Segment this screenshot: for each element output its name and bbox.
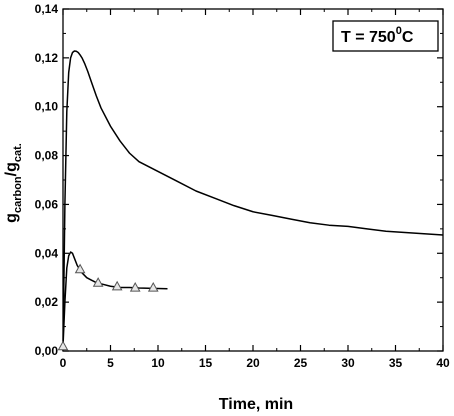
triangle-data-point xyxy=(111,280,123,291)
x-tick-label: 0 xyxy=(60,356,67,370)
x-tick-label: 10 xyxy=(151,356,165,370)
y-tick-label: 0,14 xyxy=(35,2,59,16)
triangle-data-point xyxy=(92,277,104,287)
x-tick-label: 25 xyxy=(294,356,308,370)
series-line-0 xyxy=(62,50,444,352)
triangle-data-point xyxy=(74,263,86,274)
plot-area-frame xyxy=(62,8,444,352)
x-tick-label: 15 xyxy=(199,356,213,370)
y-label-sub-carbon: carbon xyxy=(12,176,24,213)
y-tick-label: 0,06 xyxy=(35,197,59,211)
y-axis-label: gcarbon/gcat. xyxy=(3,143,24,223)
x-axis-label: Time, min xyxy=(219,396,293,413)
x-tick-label: 40 xyxy=(436,356,450,370)
series-line-1 xyxy=(62,251,168,347)
y-label-sub-cat: cat. xyxy=(12,143,24,162)
annotation-unit: C xyxy=(402,29,414,46)
annotation-degree: 0 xyxy=(396,25,402,37)
axis-ticks: 0 5 10 15 20 25 30 35 40 0,00 0,02 0,04 0,06 0,08 0,10… xyxy=(35,2,450,370)
annotation-main: T = 750 xyxy=(341,29,396,46)
x-tick-label: 20 xyxy=(246,356,260,370)
y-tick-label: 0,04 xyxy=(35,246,59,260)
x-tick-label: 5 xyxy=(107,356,114,370)
y-tick-label: 0,12 xyxy=(35,51,59,65)
x-tick-label: 30 xyxy=(341,356,355,370)
y-label-base: g xyxy=(3,213,20,223)
triangle-data-point xyxy=(129,281,141,292)
x-tick-label: 35 xyxy=(389,356,403,370)
data-series xyxy=(57,50,444,352)
y-tick-label: 0,00 xyxy=(35,344,59,358)
y-tick-label: 0,02 xyxy=(35,295,59,309)
y-label-mid: /g xyxy=(3,162,20,176)
temperature-annotation-box xyxy=(332,20,439,52)
triangle-data-point xyxy=(147,281,159,292)
y-tick-label: 0,08 xyxy=(35,149,59,163)
y-tick-label: 0,10 xyxy=(35,100,59,114)
temperature-annotation: T = 7500C xyxy=(341,25,414,46)
triangle-data-point xyxy=(57,340,69,351)
